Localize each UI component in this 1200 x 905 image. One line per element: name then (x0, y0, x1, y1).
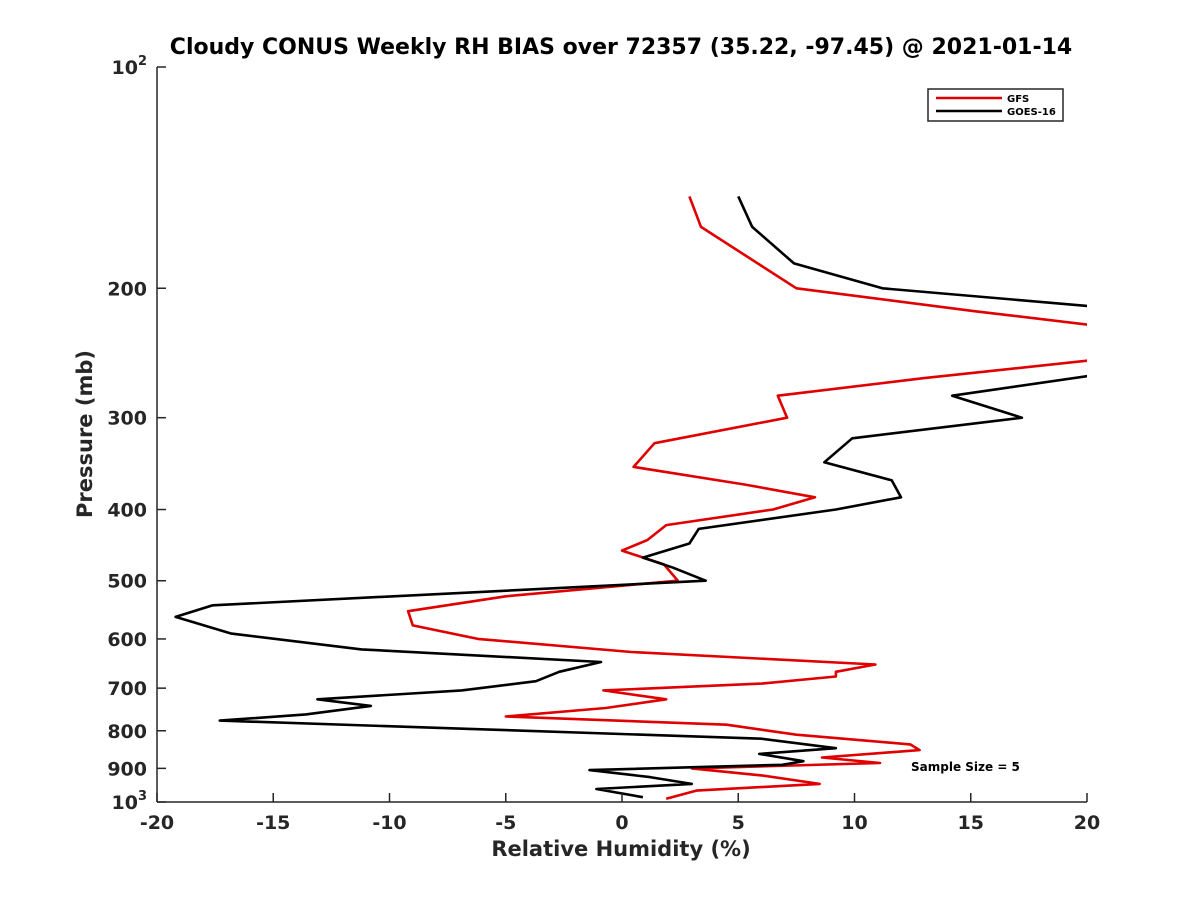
series-line-0 (406, 195, 1087, 801)
y-tick-label: 600 (107, 629, 147, 651)
x-tick-label: 15 (958, 812, 984, 834)
chart-title: Cloudy CONUS Weekly RH BIAS over 72357 (… (170, 35, 1072, 60)
y-tick-label: 200 (107, 278, 147, 300)
legend-box (927, 88, 1064, 122)
x-tick-label: 20 (1074, 812, 1100, 834)
x-tick-label: -10 (372, 812, 406, 834)
y-ticks: 102 200 300 400 500 600 700 800 900 103 (107, 54, 166, 814)
legend-label-gfs: GFS (1007, 94, 1029, 105)
x-tick-label: 0 (615, 812, 628, 834)
y-tick-label: 300 (107, 408, 147, 430)
y-tick-label: 400 (107, 500, 147, 522)
x-tick-label: -15 (256, 812, 290, 834)
legend-label-goes16: GOES-16 (1007, 107, 1056, 118)
legend: GFS GOES-16 (927, 88, 1064, 122)
series-layer (174, 195, 1087, 801)
y-axis-label: Pressure (mb) (73, 350, 97, 518)
series-line-1 (174, 195, 1087, 799)
y-tick-label: 103 (112, 789, 148, 814)
y-tick-label: 900 (107, 758, 147, 780)
y-tick-label: 800 (107, 721, 147, 743)
sample-size-annotation: Sample Size = 5 (911, 760, 1020, 774)
y-tick-label: 500 (107, 571, 147, 593)
y-tick-label: 102 (112, 54, 148, 79)
x-tick-label: -20 (140, 812, 174, 834)
y-tick-label: 700 (107, 678, 147, 700)
plot-area (174, 195, 1087, 801)
x-tick-label: 5 (732, 812, 745, 834)
x-tick-label: 10 (841, 812, 867, 834)
x-axis-label: Relative Humidity (%) (491, 837, 750, 861)
x-tick-label: -5 (495, 812, 516, 834)
x-ticks: -20 -15 -10 -5 0 5 10 15 20 (140, 793, 1100, 834)
